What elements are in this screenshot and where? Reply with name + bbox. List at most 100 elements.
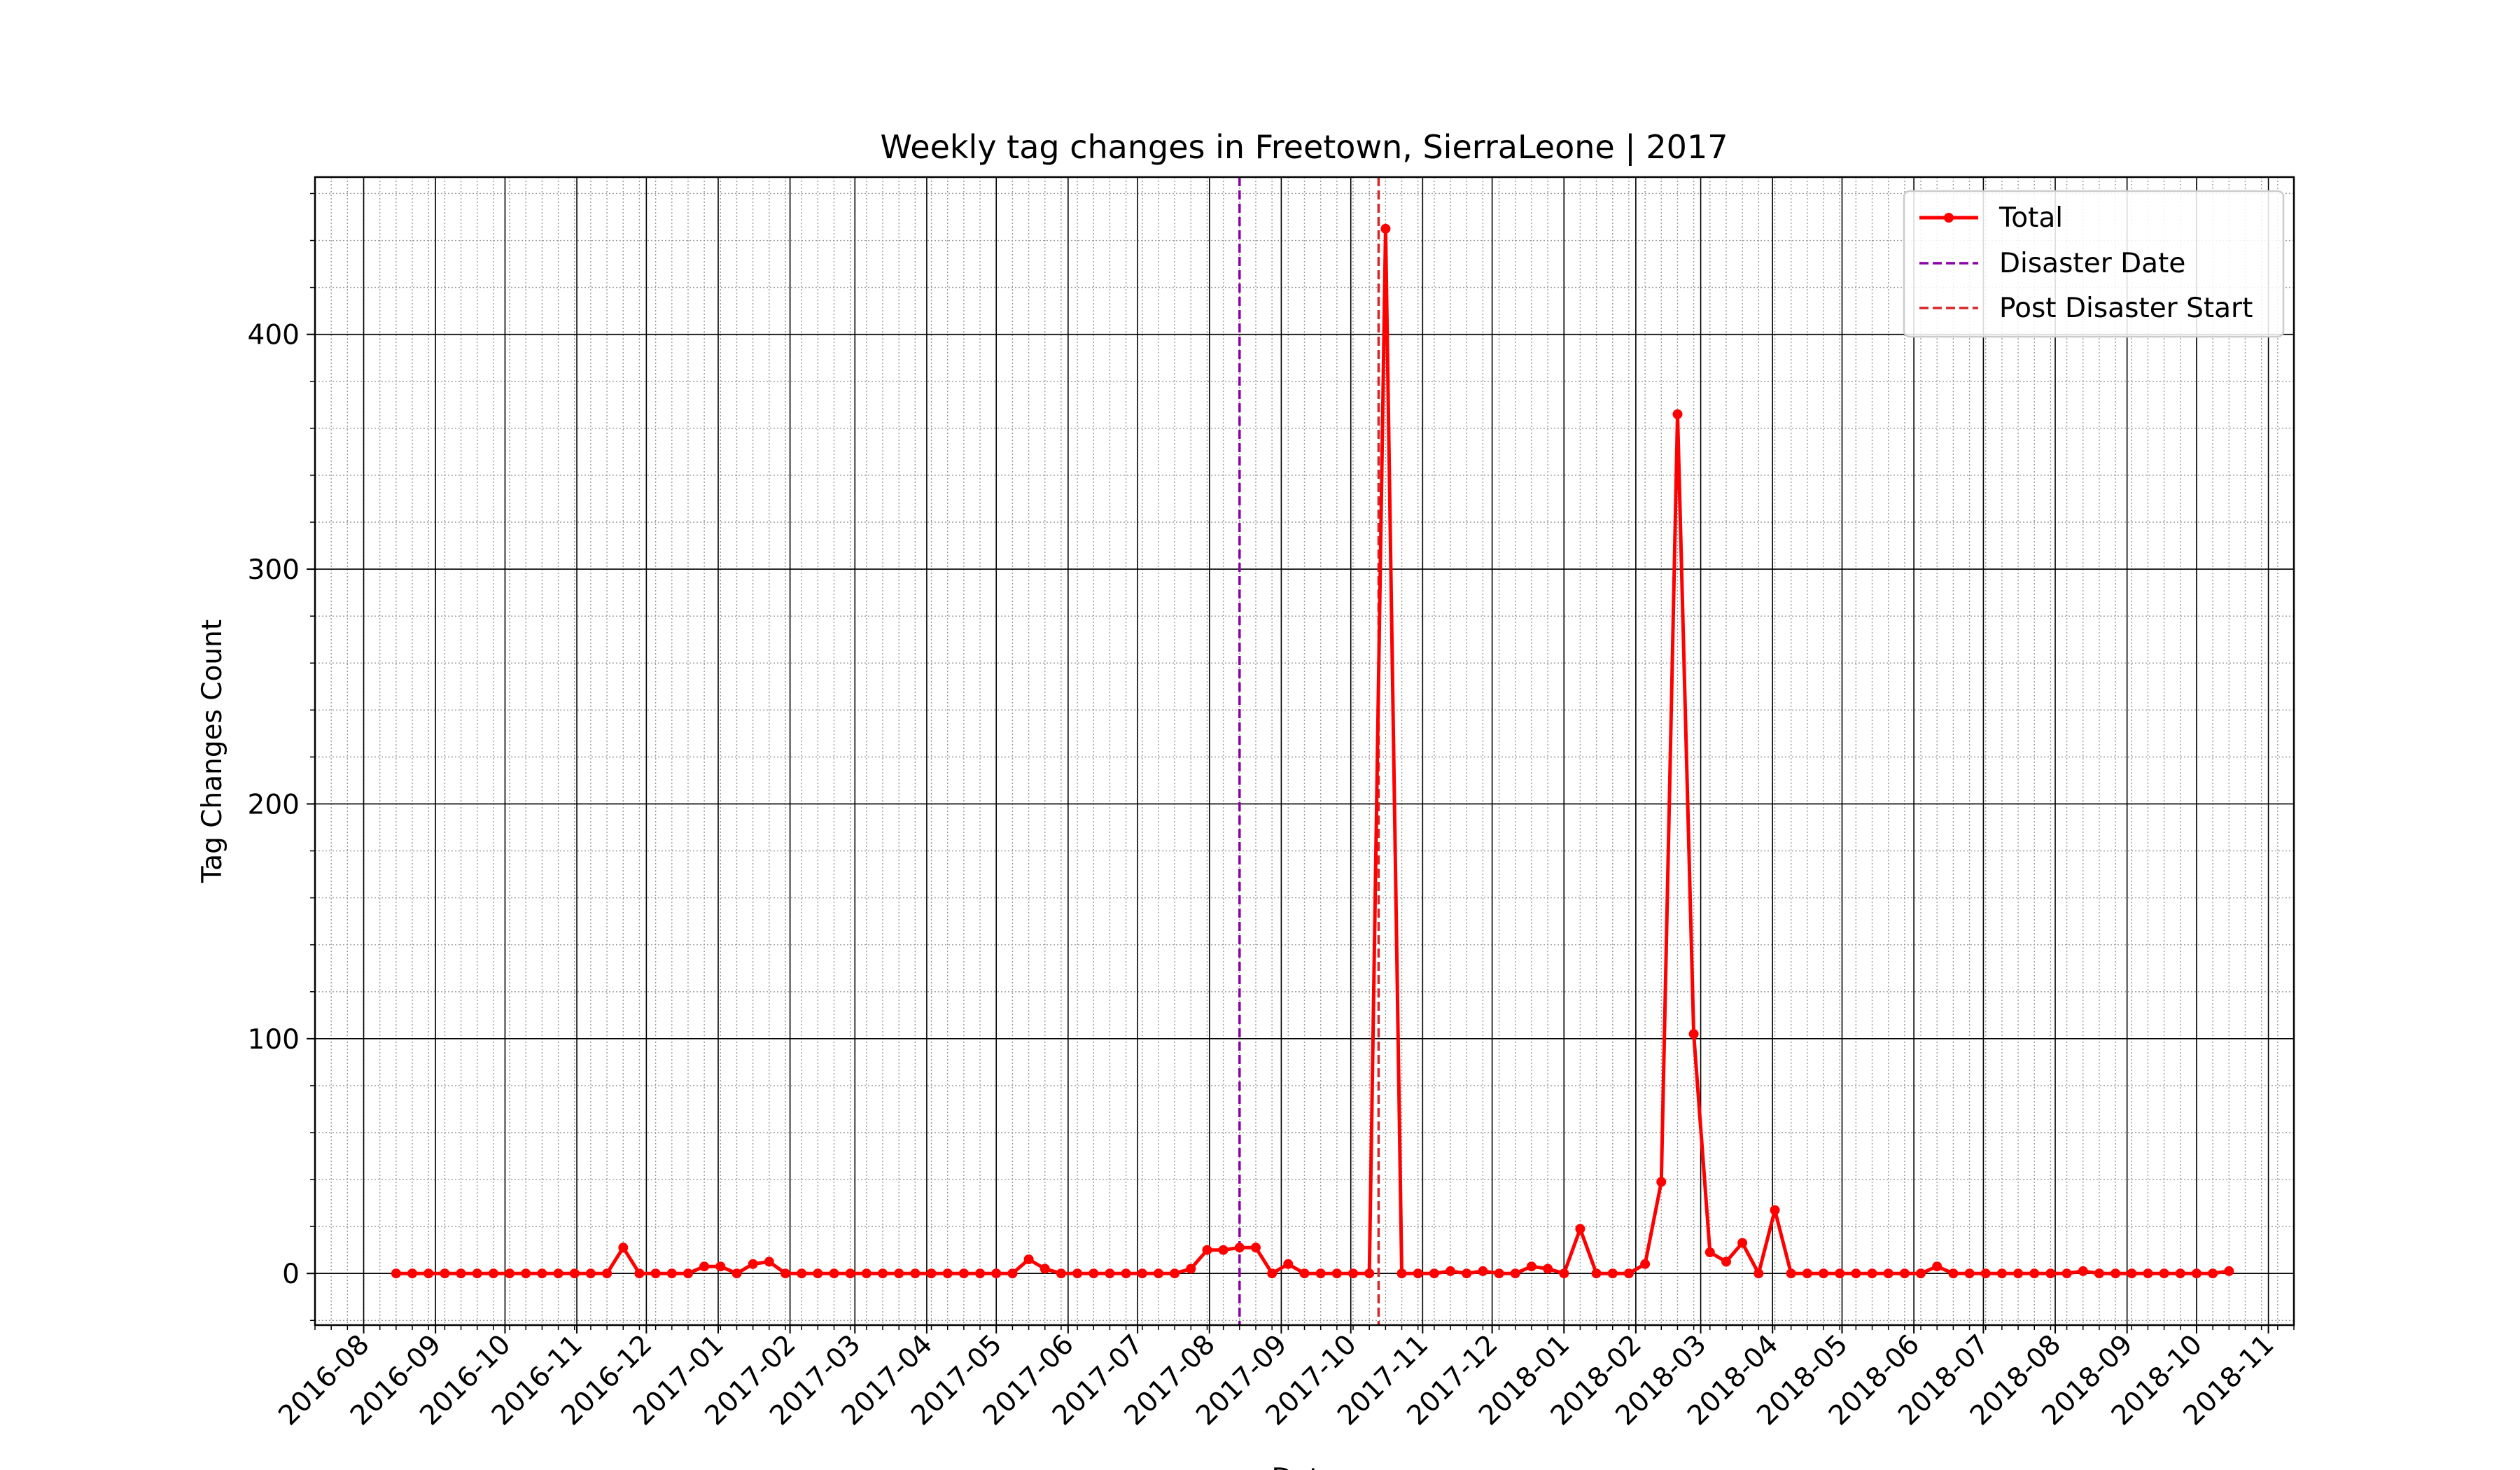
total-data-point: [1510, 1268, 1520, 1279]
total-data-point: [1640, 1259, 1651, 1269]
total-data-point: [942, 1268, 953, 1279]
total-data-point: [1802, 1268, 1812, 1279]
total-data-point: [1526, 1261, 1536, 1272]
total-data-point: [1331, 1268, 1342, 1279]
total-data-point: [2110, 1268, 2121, 1279]
total-data-point: [1851, 1268, 1861, 1279]
total-data-point: [1688, 1029, 1699, 1040]
total-data-point: [2045, 1268, 2056, 1279]
y-tick-labels: 0 100 200 300 400: [248, 320, 300, 1291]
x-axis-label: Date: [1271, 1463, 1336, 1470]
legend-box: [1903, 190, 2285, 338]
total-data-point: [2208, 1268, 2218, 1279]
total-data-point: [1251, 1242, 1261, 1253]
total-data-point: [1154, 1268, 1163, 1279]
total-data-point: [618, 1242, 629, 1253]
total-data-point: [1234, 1242, 1245, 1253]
total-data-point: [1819, 1268, 1828, 1279]
total-data-point: [553, 1268, 564, 1279]
total-data-point: [975, 1268, 986, 1279]
total-data-point: [1672, 409, 1683, 419]
total-data-point: [1267, 1268, 1278, 1279]
total-data-point: [958, 1268, 969, 1279]
total-data-point: [1591, 1268, 1602, 1279]
y-axis-label: Tag Changes Count: [197, 620, 228, 883]
total-data-point: [2159, 1268, 2169, 1279]
total-data-point: [1980, 1268, 1991, 1279]
total-data-point: [1623, 1268, 1634, 1279]
total-data-point: [1462, 1268, 1472, 1279]
total-data-point: [1916, 1268, 1926, 1279]
total-data-point: [1364, 1268, 1375, 1279]
total-data-point: [1396, 1268, 1407, 1279]
legend-post-disaster-label: Post Disaster Start: [1999, 293, 2253, 324]
total-data-point: [1770, 1205, 1780, 1215]
axis-ticks: [307, 192, 2295, 1334]
total-data-point: [732, 1268, 742, 1279]
total-data-point: [424, 1268, 434, 1279]
total-data-point: [2078, 1266, 2088, 1276]
y-tick-label: 300: [248, 554, 300, 586]
total-data-point: [1721, 1256, 1731, 1267]
total-data-point: [505, 1268, 515, 1279]
total-data-point: [1786, 1268, 1796, 1279]
total-data-point: [1704, 1247, 1715, 1257]
total-data-point: [2175, 1268, 2185, 1279]
total-data-point: [569, 1268, 580, 1279]
total-data-point: [1023, 1254, 1034, 1265]
total-data-point: [488, 1268, 498, 1279]
total-data-point: [1088, 1268, 1099, 1279]
total-data-point: [1170, 1268, 1180, 1279]
total-data-point: [1315, 1268, 1326, 1279]
total-data-point: [878, 1268, 888, 1279]
total-data-point: [1883, 1268, 1893, 1279]
total-data-point: [537, 1268, 547, 1279]
total-data-point: [1899, 1268, 1910, 1279]
total-data-point: [2192, 1268, 2202, 1279]
total-data-point: [1429, 1268, 1439, 1279]
total-data-point: [1478, 1266, 1488, 1276]
total-data-point: [634, 1268, 645, 1279]
total-data-point: [1932, 1261, 1942, 1272]
total-data-point: [715, 1261, 726, 1272]
total-data-point: [2127, 1268, 2137, 1279]
y-tick-label: 200: [248, 789, 300, 820]
total-data-point: [780, 1268, 790, 1279]
total-data-point: [1202, 1245, 1212, 1255]
total-data-point: [407, 1268, 417, 1279]
total-data-point: [1186, 1264, 1196, 1274]
total-data-point: [391, 1268, 401, 1279]
total-data-point: [991, 1268, 1002, 1279]
total-data-point: [1656, 1177, 1667, 1187]
total-data-point: [1121, 1268, 1131, 1279]
total-data-point: [666, 1268, 677, 1279]
major-grid: [315, 177, 2294, 1325]
total-data-point: [1867, 1268, 1877, 1279]
total-data-point: [861, 1268, 872, 1279]
total-data-point: [2013, 1268, 2024, 1279]
total-data-point: [1007, 1268, 1018, 1279]
total-data-point: [2224, 1266, 2234, 1276]
series-layer: [391, 223, 2234, 1279]
total-data-point: [1072, 1268, 1083, 1279]
y-tick-label: 400: [248, 320, 300, 351]
total-data-point: [2143, 1268, 2153, 1279]
total-data-point: [456, 1268, 466, 1279]
total-data-point: [1218, 1245, 1228, 1255]
total-data-point: [813, 1268, 823, 1279]
total-data-point: [683, 1268, 693, 1279]
total-data-point: [1737, 1238, 1748, 1248]
y-tick-label: 100: [248, 1024, 300, 1056]
total-data-point: [440, 1268, 450, 1279]
total-data-point: [894, 1268, 904, 1279]
total-data-point: [521, 1268, 531, 1279]
total-data-point: [764, 1256, 774, 1267]
total-data-point: [699, 1261, 710, 1272]
total-data-point: [1575, 1224, 1586, 1234]
total-data-point: [797, 1268, 807, 1279]
total-data-point: [1348, 1268, 1358, 1279]
total-data-point: [2062, 1268, 2072, 1279]
legend-disaster-label: Disaster Date: [1999, 248, 2185, 279]
total-data-point: [1283, 1259, 1294, 1269]
